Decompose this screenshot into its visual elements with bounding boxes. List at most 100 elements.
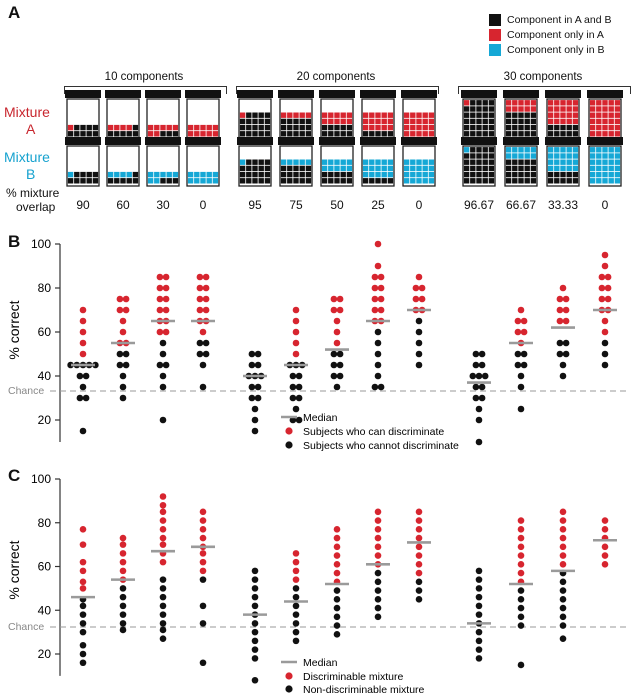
vial-cell [524,100,530,106]
data-point [333,552,341,559]
data-point [119,558,127,566]
vial-cell [387,165,394,172]
vial-cell [287,124,293,131]
vial-cell [80,178,86,184]
vial-cap [105,137,141,145]
data-point [159,517,167,524]
vial-cell [92,131,99,137]
data-point [517,552,525,559]
legend-black-dot [285,441,293,449]
vial-cell [476,100,482,106]
vial-cell [194,131,200,137]
vial-cell [287,165,293,172]
vial-cell [328,112,334,118]
data-point [202,339,210,347]
vial-cell [299,124,305,131]
vial-cell [120,178,126,184]
vial-cell [596,124,602,131]
vial-cell [602,106,608,112]
vial-cell [246,165,252,172]
vial-cell [416,178,422,184]
data-point [289,394,297,402]
vial-cell [67,131,74,137]
data-point [159,576,167,583]
data-point [559,587,567,594]
vial-cell [239,131,246,137]
vial-cell [375,112,381,118]
data-point [159,501,167,509]
data-point [517,604,525,612]
vial-cell [120,124,126,131]
vial-cell [428,171,435,178]
data-point [251,676,259,684]
chart-c-chance-label: Chance [8,621,44,633]
vial-cell [147,124,154,131]
vial-cell [463,106,470,112]
vial-cell [132,171,139,178]
data-point [289,383,297,391]
vial-cell [375,118,381,125]
vial-cap [185,90,221,98]
vial [360,137,396,187]
vial-cell [518,147,524,153]
data-point [475,611,483,618]
vial-cell [74,124,80,131]
vial-cell [126,171,132,178]
vial-cell [239,165,246,172]
vial-cell [154,124,160,131]
data-point [517,306,525,314]
vial-cell [602,178,608,184]
vial-cell [200,178,206,184]
vial-cap [401,90,437,98]
vial-cell [602,118,608,125]
overlap-value: 90 [76,198,90,212]
vial-cell [107,171,114,178]
data-point [475,576,483,583]
vial-cell [305,178,312,184]
vial-cell [589,147,596,153]
data-point [481,372,489,380]
legend-black-label: Subjects who cannot discriminate [303,440,459,452]
mixture-b-line1: Mixture [4,149,50,165]
legend-median-label: Median [303,412,338,424]
data-point [415,596,423,603]
vial-cell [566,153,572,159]
vial-cell [212,178,219,184]
data-point [199,328,207,336]
vial-cell [416,112,422,118]
vial-cell [147,171,154,178]
vial-cell [422,124,428,131]
vial-cell [340,118,346,125]
legend-red-dot [285,672,293,680]
data-point [156,273,164,281]
vial-cell [246,171,252,178]
vial [461,137,497,187]
vial-cell [505,178,512,184]
vial-cell [614,178,621,184]
vial-cell [482,124,488,131]
data-point [119,383,127,391]
vial-cell [252,124,258,131]
data-point [199,576,207,583]
vial-cell [346,124,353,131]
data-point [415,339,423,347]
data-point [199,361,207,369]
vial-cell [172,178,179,184]
vial-cell [602,147,608,153]
vial-cell [340,165,346,172]
vial-cell [92,124,99,131]
vial-cell [596,131,602,137]
data-point [517,587,525,594]
data-point [202,284,210,292]
vial-cell [305,118,312,125]
data-point [289,416,297,424]
vial-cell [305,124,312,131]
vial-cell [463,178,470,184]
vial-cell [530,100,537,106]
data-point [604,284,612,292]
vial-cell [80,171,86,178]
vial-cell [280,178,287,184]
vial-cell [293,112,299,118]
vial-cell [293,124,299,131]
data-point [248,350,256,358]
